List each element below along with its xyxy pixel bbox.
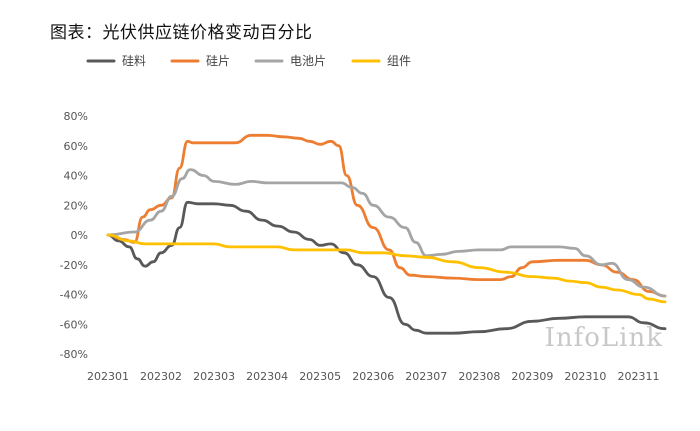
- legend-label: 组件: [387, 54, 411, 68]
- legend-item: 硅片: [170, 54, 230, 68]
- legend-label: 硅片: [206, 54, 230, 68]
- y-tick-label: 60%: [64, 140, 88, 153]
- y-tick-label: 0%: [71, 229, 88, 242]
- y-tick-label: 20%: [64, 199, 88, 212]
- series-layer: [106, 133, 667, 335]
- x-tick-label: 202310: [564, 370, 606, 383]
- y-tick-label: -80%: [60, 348, 88, 361]
- legend: 硅料 硅片 电池片 组件: [86, 54, 411, 68]
- series-line: [106, 133, 667, 298]
- x-tick-label: 202309: [511, 370, 553, 383]
- y-tick-label: 80%: [64, 110, 88, 123]
- series-line: [106, 168, 667, 298]
- series-line: [106, 200, 667, 335]
- x-axis: 202301 202302 202303 202304 202305 202306 2023…: [87, 370, 659, 383]
- legend-label: 硅料: [122, 54, 146, 68]
- x-tick-label: 202305: [299, 370, 341, 383]
- x-tick-label: 202306: [352, 370, 394, 383]
- x-tick-label: 202303: [193, 370, 235, 383]
- legend-item: 组件: [351, 54, 411, 68]
- y-tick-label: -60%: [60, 318, 88, 331]
- watermark-infolink: InfoLink: [545, 323, 663, 353]
- x-tick-label: 202302: [140, 370, 182, 383]
- legend-label: 电池片: [290, 54, 326, 68]
- y-axis: 80% 60% 40% 20% 0% -20% -40% -60% -80%: [60, 110, 88, 361]
- legend-item: 电池片: [254, 54, 326, 68]
- x-tick-label: 202307: [405, 370, 447, 383]
- y-tick-label: -40%: [60, 289, 88, 302]
- series-line: [106, 233, 667, 304]
- x-tick-label: 202301: [87, 370, 129, 383]
- legend-item: 硅料: [86, 54, 146, 68]
- x-tick-label: 202311: [617, 370, 659, 383]
- chart-title: 图表：光伏供应链价格变动百分比: [50, 23, 313, 43]
- y-tick-label: -20%: [60, 259, 88, 272]
- x-tick-label: 202304: [246, 370, 288, 383]
- x-tick-label: 202308: [458, 370, 500, 383]
- y-tick-label: 40%: [64, 170, 88, 183]
